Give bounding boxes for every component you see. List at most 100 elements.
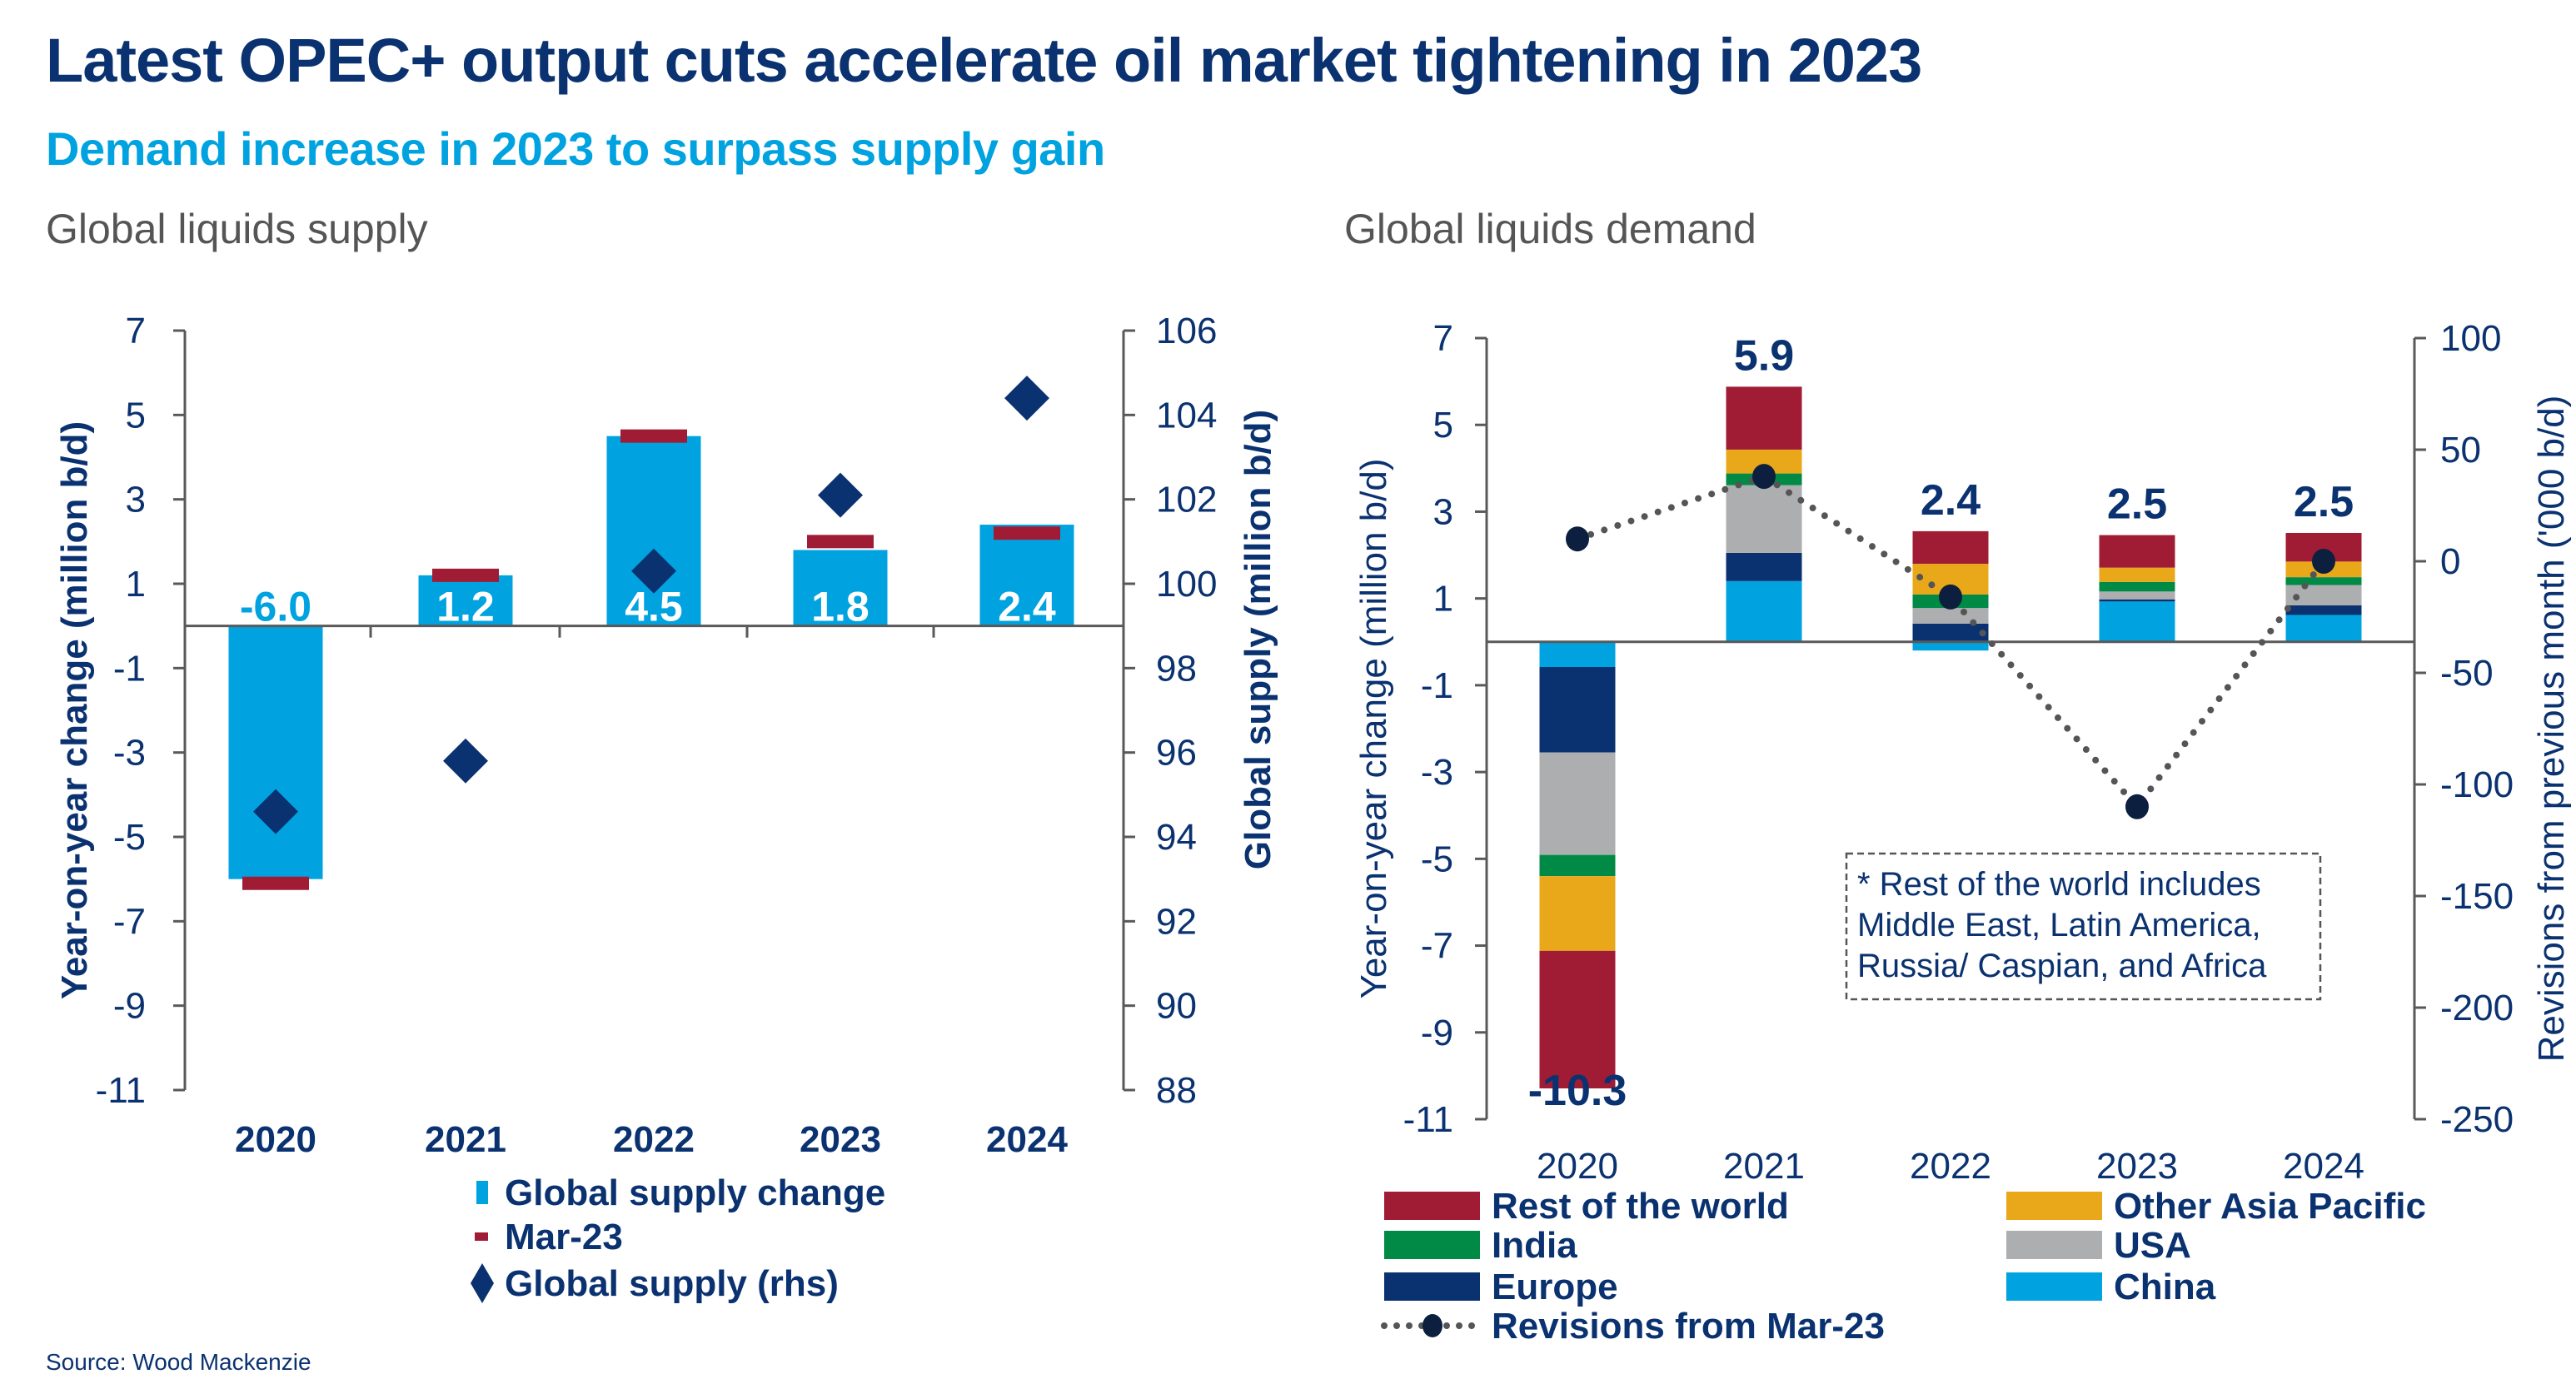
y-right-axis-title: Revisions from previous month ('000 b/d) <box>2531 396 2572 1063</box>
y-tick-label: -1 <box>1421 665 1453 706</box>
x-tick-label: 2022 <box>1910 1146 1991 1187</box>
y-axis-title: Year-on-year change (million b/d) <box>54 421 95 999</box>
y-right-tick-label: 98 <box>1156 648 1197 689</box>
bar-global-supply-change <box>793 550 888 626</box>
y-tick-label: 3 <box>1433 491 1453 532</box>
annotation-text: Russia/ Caspian, and Africa <box>1857 948 2267 984</box>
bar-data-label: 1.8 <box>811 584 869 630</box>
chart-subtitle: Demand increase in 2023 to surpass suppl… <box>46 122 1105 175</box>
legend-label: Mar-23 <box>505 1217 623 1257</box>
legend-label: Global supply change <box>505 1172 885 1213</box>
marker-mar-23 <box>807 535 874 549</box>
bar-segment-india <box>2099 581 2175 592</box>
y-right-tick-label: 88 <box>1156 1070 1197 1111</box>
y-tick-label: -5 <box>113 817 146 858</box>
bar-segment-china <box>1912 641 1989 651</box>
y-right-tick-label: 92 <box>1156 901 1197 942</box>
diamond-global-supply <box>631 548 676 594</box>
bar-segment-usa <box>1912 608 1989 624</box>
total-data-label: -10.3 <box>1528 1067 1627 1115</box>
x-tick-label: 2023 <box>800 1119 881 1160</box>
bar-segment-rest-of-the-world <box>1912 530 1989 564</box>
bar-segment-other-asia-pacific <box>1539 876 1616 951</box>
bar-data-label: 2.4 <box>998 584 1056 630</box>
bar-segment-europe <box>1726 552 1802 581</box>
revision-point <box>1752 464 1776 490</box>
legend-label: China <box>2114 1267 2216 1307</box>
x-tick-label: 2024 <box>2283 1146 2364 1187</box>
y-right-tick-label: -250 <box>2440 1099 2514 1140</box>
y-tick-label: -7 <box>113 901 146 942</box>
y-tick-label: 7 <box>126 311 146 351</box>
x-tick-label: 2022 <box>613 1119 695 1160</box>
revision-point <box>1566 526 1589 552</box>
y-right-axis-title: Global supply (million b/d) <box>1238 410 1278 869</box>
revision-point <box>2125 794 2149 819</box>
marker-mar-23 <box>242 876 309 890</box>
y-tick-label: -9 <box>1421 1013 1453 1053</box>
annotation-box <box>1845 852 2322 1001</box>
total-data-label: 2.5 <box>2107 480 2167 529</box>
bar-segment-europe <box>1539 667 1616 753</box>
legend-label: Europe <box>1492 1267 1618 1307</box>
x-tick-label: 2020 <box>235 1119 316 1160</box>
bar-segment-rest-of-the-world <box>1539 950 1616 1089</box>
legend-label: USA <box>2114 1225 2191 1266</box>
y-right-tick-label: 102 <box>1156 480 1217 520</box>
total-data-label: 2.4 <box>1921 476 1981 525</box>
x-tick-label: 2021 <box>1723 1146 1805 1187</box>
legend-label: Global supply (rhs) <box>505 1263 839 1304</box>
y-tick-label: 1 <box>126 564 146 605</box>
diamond-global-supply <box>818 472 863 518</box>
y-right-tick-label: 50 <box>2440 430 2481 470</box>
bar-segment-usa <box>1726 485 1802 553</box>
y-tick-label: -5 <box>1421 839 1453 879</box>
marker-mar-23 <box>432 568 499 582</box>
legend-swatch-usa <box>2006 1231 2102 1259</box>
x-tick-label: 2020 <box>1537 1146 1618 1187</box>
y-right-tick-label: -50 <box>2440 653 2494 694</box>
y-right-tick-label: 106 <box>1156 311 1217 351</box>
y-tick-label: 1 <box>1433 579 1453 620</box>
y-tick-label: -1 <box>113 648 146 689</box>
y-tick-label: -3 <box>113 733 146 774</box>
bar-global-supply-change <box>979 525 1074 626</box>
y-tick-label: -9 <box>113 986 146 1027</box>
y-right-tick-label: 100 <box>1156 564 1217 605</box>
source-note: Source: Wood Mackenzie <box>46 1349 311 1375</box>
revision-point <box>1939 584 1962 610</box>
bar-segment-usa <box>1539 752 1616 855</box>
bar-segment-china <box>1539 641 1616 668</box>
legend-label: Other Asia Pacific <box>2114 1186 2426 1227</box>
diamond-global-supply <box>253 789 298 834</box>
y-tick-label: 5 <box>1433 405 1453 446</box>
x-tick-label: 2023 <box>2096 1146 2178 1187</box>
y-tick-label: -7 <box>1421 926 1453 967</box>
y-right-tick-label: 0 <box>2440 541 2460 582</box>
bar-data-label: -6.0 <box>240 584 311 630</box>
legend-swatch-global-supply <box>471 1263 494 1303</box>
y-right-tick-label: 104 <box>1156 395 1217 436</box>
bar-segment-europe <box>2099 599 2175 602</box>
y-right-tick-label: 90 <box>1156 986 1197 1027</box>
supply-panel-title: Global liquids supply <box>46 206 428 252</box>
legend-swatch-supply-change <box>476 1181 488 1204</box>
marker-mar-23 <box>994 526 1060 540</box>
total-data-label: 2.5 <box>2294 478 2354 526</box>
y-tick-label: -11 <box>96 1070 146 1111</box>
y-right-tick-label: 100 <box>2440 318 2501 359</box>
legend-swatch-china <box>2006 1272 2102 1301</box>
y-axis-title: Year-on-year change (million b/d) <box>1353 459 1394 999</box>
bar-segment-india <box>1539 854 1616 877</box>
legend-revision-dot <box>1423 1314 1442 1337</box>
bar-global-supply-change <box>418 575 513 626</box>
x-tick-label: 2024 <box>986 1119 1068 1160</box>
legend-swatch-rest-of-the-world <box>1384 1192 1480 1220</box>
revision-point <box>2312 549 2335 574</box>
y-tick-label: -11 <box>1403 1099 1453 1140</box>
annotation-text: * Rest of the world includes <box>1857 866 2261 903</box>
y-tick-label: 7 <box>1433 318 1453 359</box>
bar-segment-china <box>1726 580 1802 642</box>
x-tick-label: 2021 <box>425 1119 506 1160</box>
